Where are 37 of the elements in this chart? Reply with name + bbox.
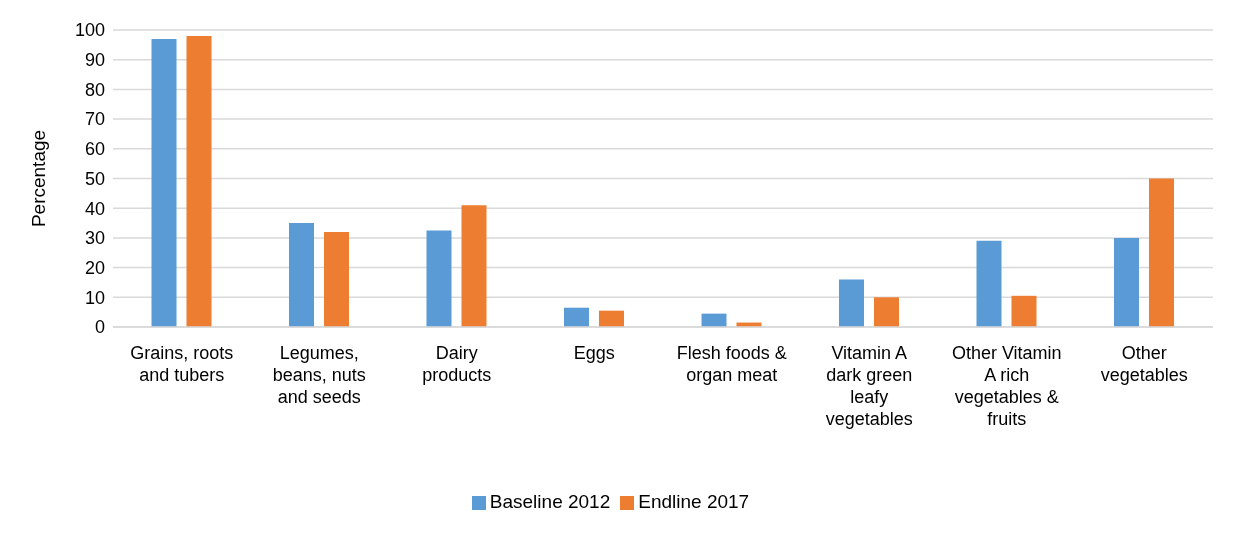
y-tick-label: 10 (84, 287, 105, 308)
y-tick-label: 60 (84, 139, 105, 160)
bar (976, 240, 1002, 327)
bar (874, 297, 899, 327)
y-tick-label: 90 (84, 50, 105, 71)
bar (289, 223, 314, 327)
bar (461, 205, 487, 327)
x-tick-label: Other Vitamin A rich vegetables & fruits (951, 343, 1062, 429)
bar (426, 230, 452, 327)
x-tick-label: Flesh foods & organ meat (676, 343, 787, 385)
bar (324, 231, 349, 327)
y-tick-label: 30 (84, 228, 105, 249)
bar (701, 313, 727, 327)
x-tick-label: Vitamin A dark green leafy vegetables (825, 343, 913, 429)
bar (1149, 178, 1174, 327)
y-tick-label: 100 (74, 20, 105, 41)
legend-label: Baseline 2012 (489, 491, 611, 512)
x-tick-label: Other vegetables (1100, 343, 1188, 385)
legend-label: Endline 2017 (638, 491, 750, 512)
y-tick-label: 80 (84, 79, 105, 100)
x-tick-label: Grains, roots and tubers (130, 343, 234, 385)
bar (1011, 295, 1037, 327)
y-tick-label: 20 (84, 257, 105, 278)
y-tick-label: 70 (84, 109, 105, 130)
bar (151, 38, 177, 327)
bar (599, 310, 624, 327)
y-axis-title: Percentage (27, 129, 49, 228)
y-tick-label: 50 (84, 168, 105, 189)
bar (186, 35, 212, 327)
bar (564, 307, 589, 327)
y-tick-label: 0 (94, 317, 105, 338)
bar (839, 279, 864, 327)
bar (1114, 237, 1139, 327)
x-tick-label: Legumes, beans, nuts and seeds (272, 343, 366, 407)
x-tick-label: Eggs (573, 343, 615, 363)
y-tick-label: 40 (84, 198, 105, 219)
x-tick-label: Dairy products (422, 343, 492, 385)
